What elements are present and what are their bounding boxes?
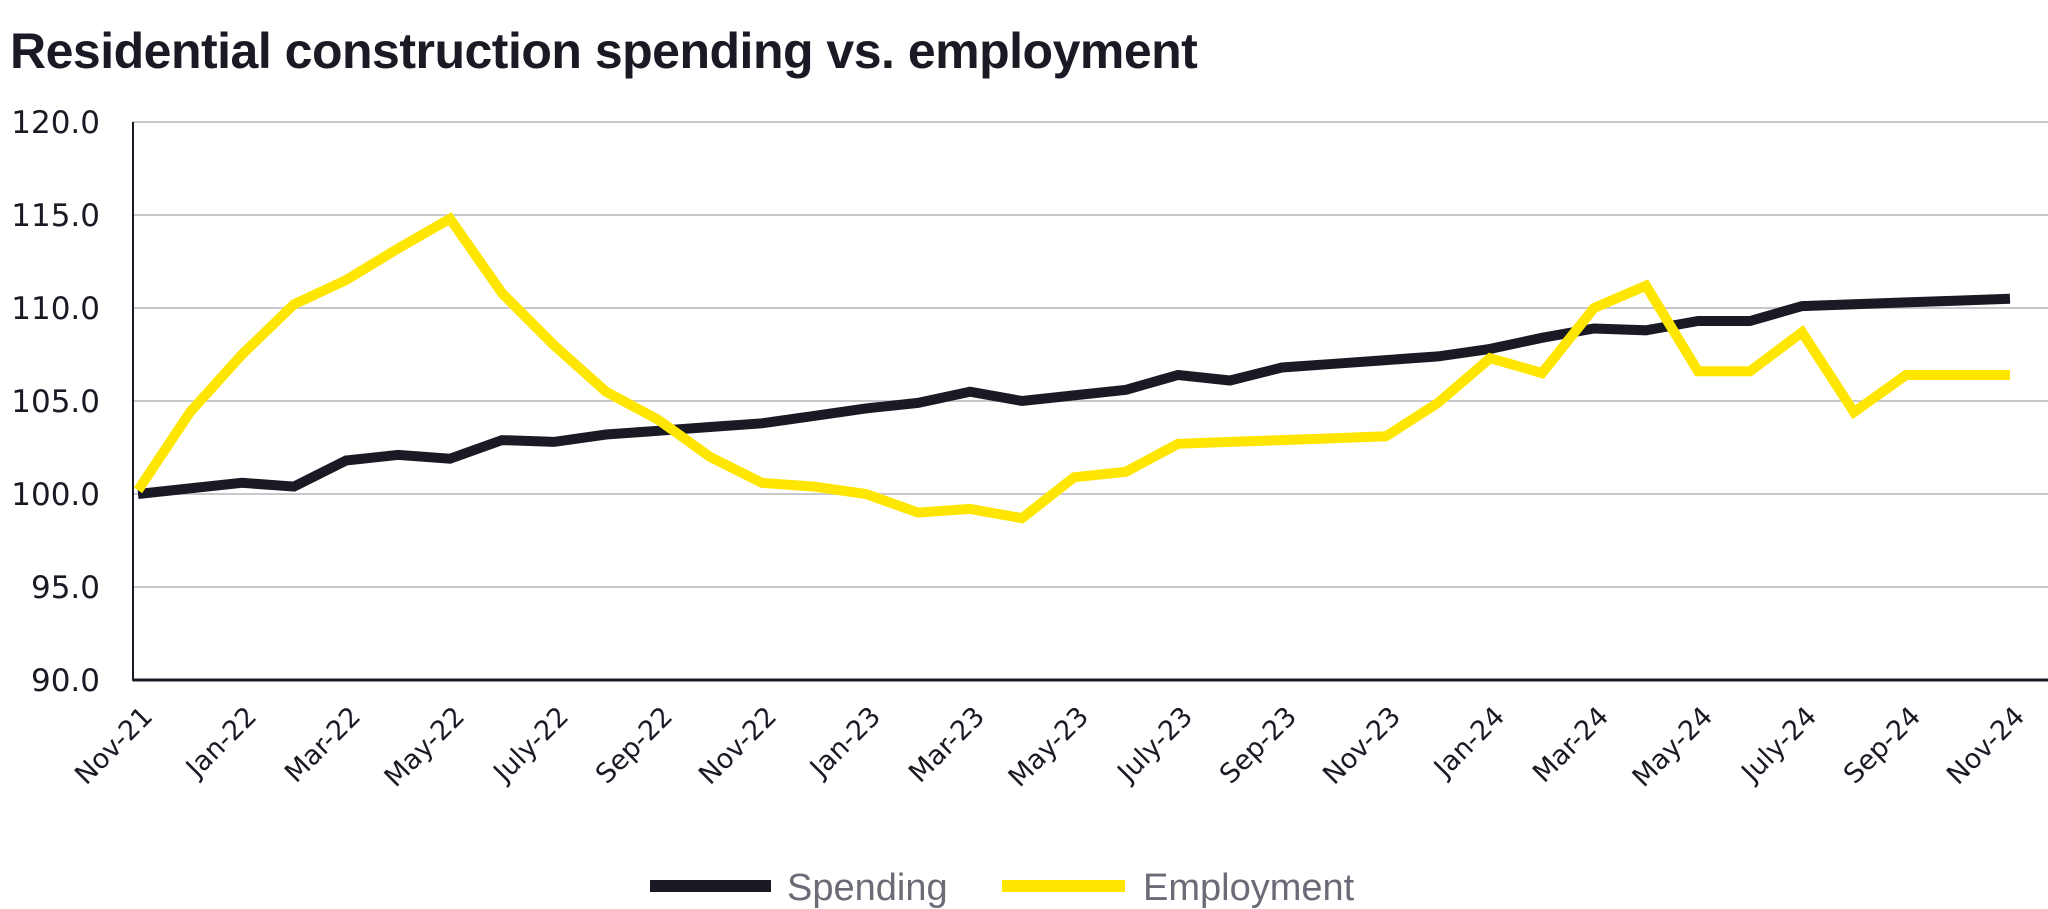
x-tick-label: May-22 (379, 701, 471, 793)
x-tick-label: Jan-23 (803, 701, 887, 785)
x-tick-label: Jan-24 (1427, 701, 1511, 785)
x-tick-label: Jan-22 (179, 701, 263, 785)
x-tick-label: July-23 (1110, 701, 1199, 790)
series-spending (137, 293, 2011, 499)
x-tick-label: Sep-22 (590, 701, 679, 790)
legend: Spending Employment (650, 867, 1355, 909)
x-tick-label: Sep-24 (1838, 701, 1927, 790)
y-tick-label: 120.0 (11, 105, 100, 141)
x-tick-label: Nov-21 (69, 701, 159, 791)
x-tick-label: Sep-23 (1214, 701, 1303, 790)
y-tick-label: 100.0 (11, 477, 100, 513)
y-tick-label: 115.0 (11, 198, 100, 234)
x-tick-label: Mar-24 (1527, 701, 1615, 789)
y-tick-label: 90.0 (31, 663, 100, 699)
series-employment (133, 212, 2011, 524)
chart-title: Residential construction spending vs. em… (10, 23, 1198, 79)
y-tick-label: 110.0 (11, 291, 100, 327)
y-axis-ticks: 90.0 95.0 100.0 105.0 110.0 115.0 120.0 (11, 105, 100, 699)
x-tick-label: Mar-23 (903, 701, 991, 789)
legend-label-employment: Employment (1143, 867, 1355, 909)
y-tick-label: 95.0 (31, 570, 100, 606)
x-tick-label: Nov-24 (1941, 701, 2031, 791)
series-lines (133, 212, 2011, 524)
y-tick-label: 105.0 (11, 384, 100, 420)
gridlines (133, 121, 2048, 588)
x-tick-label: Mar-22 (279, 701, 367, 789)
legend-label-spending: Spending (787, 867, 948, 909)
x-tick-label: July-22 (486, 701, 575, 790)
x-tick-label: Nov-22 (693, 701, 783, 791)
series-line-employment (133, 212, 2010, 524)
x-tick-label: Nov-23 (1317, 701, 1407, 791)
x-tick-label: July-24 (1734, 701, 1823, 790)
series-line-spending (137, 293, 2011, 499)
x-axis-ticks: Nov-21 Jan-22 Mar-22 May-22 July-22 Sep-22 Nov… (69, 701, 2031, 793)
x-tick-label: May-23 (1003, 701, 1095, 793)
x-tick-label: May-24 (1627, 701, 1719, 793)
